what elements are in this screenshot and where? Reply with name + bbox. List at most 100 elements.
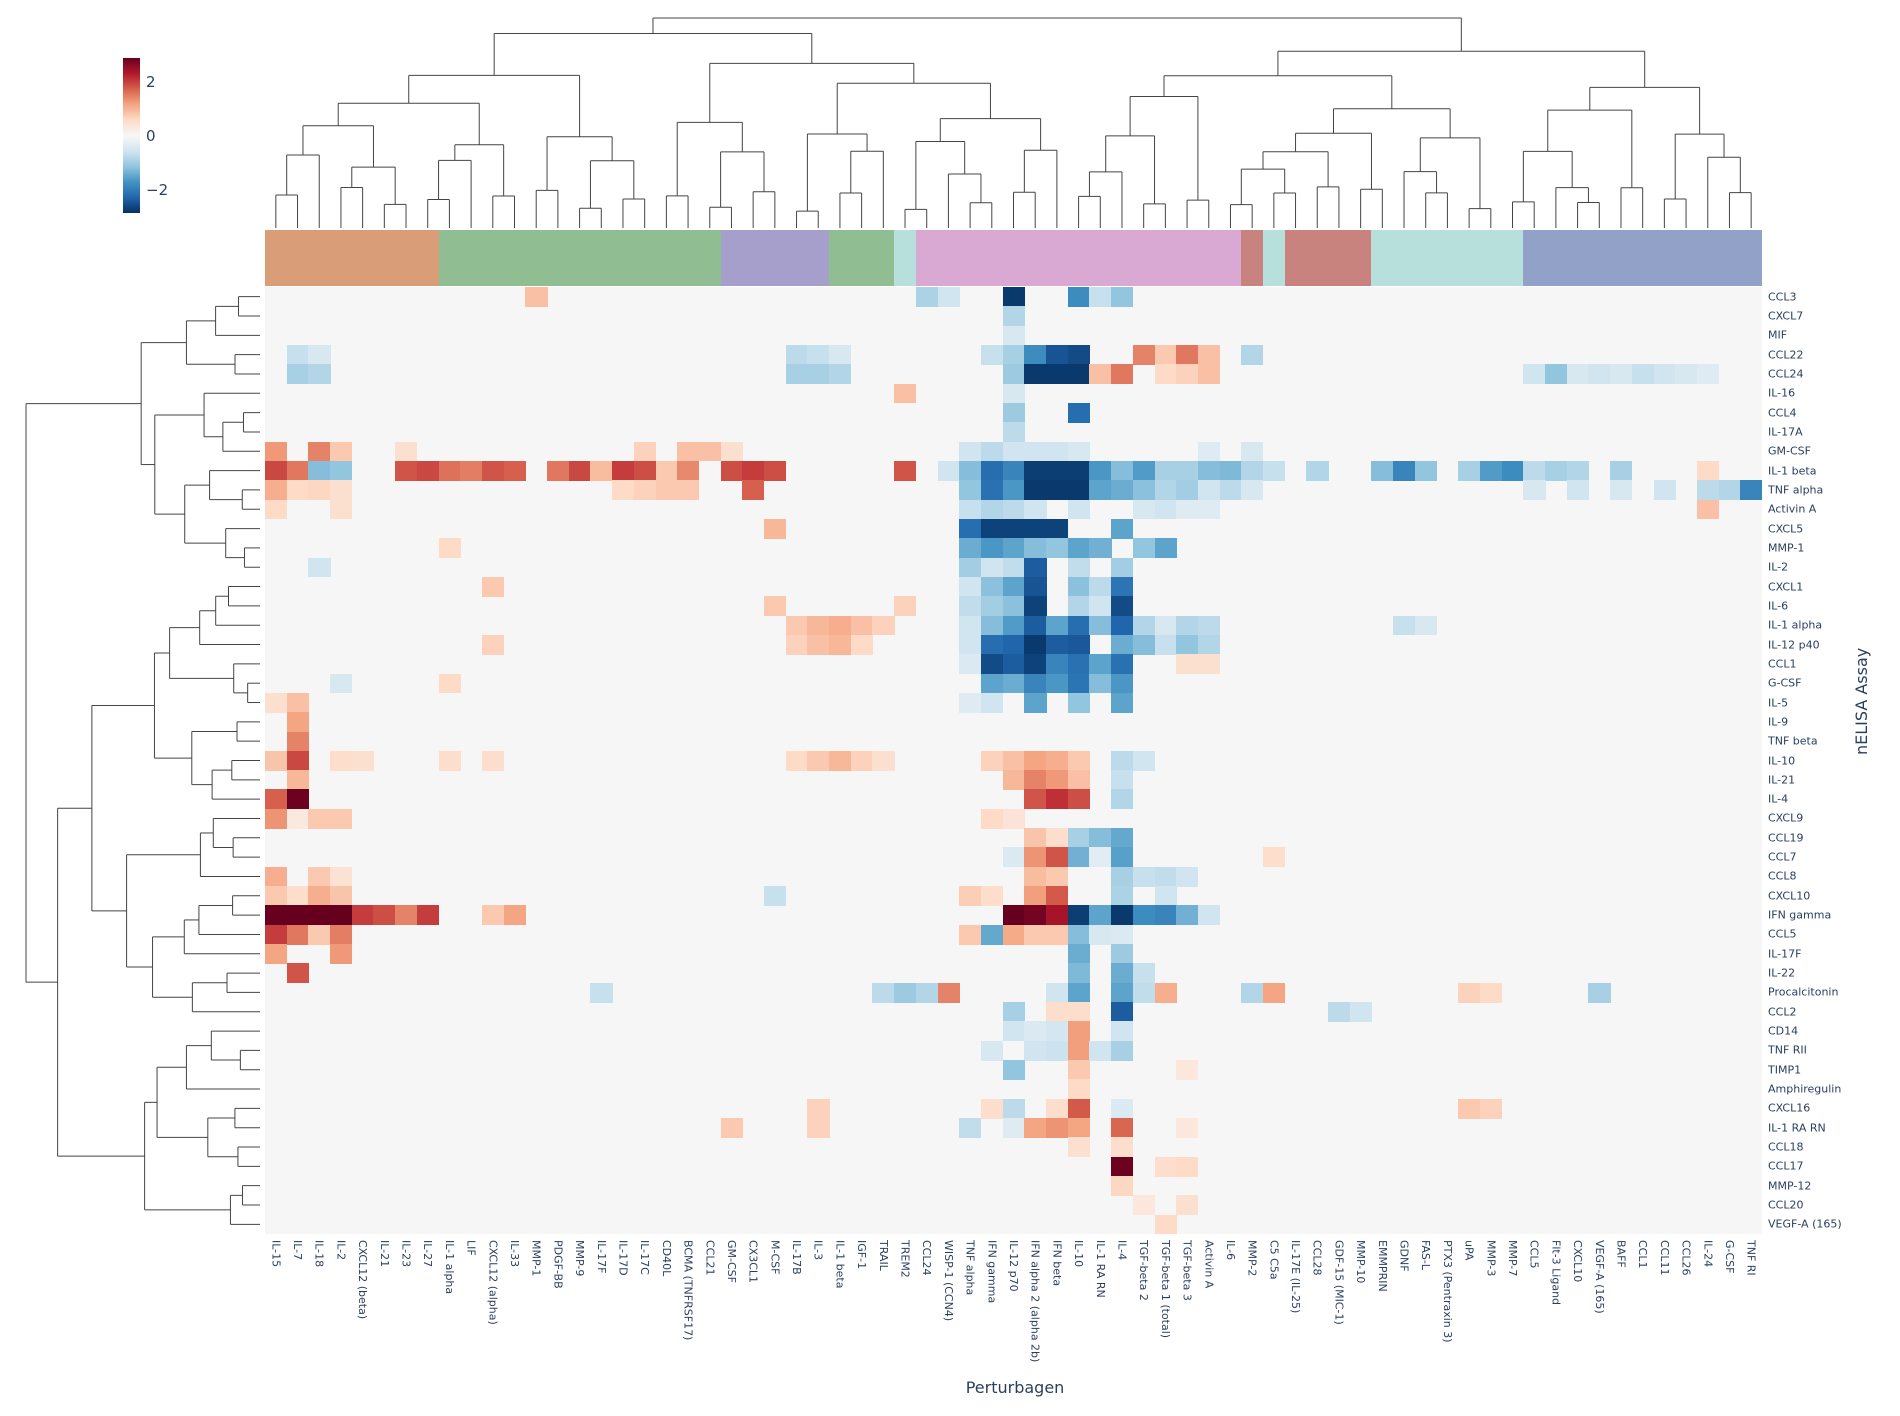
heatmap-cell[interactable] [1263,847,1286,868]
heatmap-cell[interactable] [1046,673,1069,694]
heatmap-cell[interactable] [1132,750,1155,771]
heatmap-cell[interactable] [742,460,765,481]
heatmap-cell[interactable] [1002,808,1025,829]
heatmap-cell[interactable] [1176,499,1199,520]
heatmap-cell[interactable] [1197,499,1221,520]
heatmap-cell[interactable] [286,344,309,365]
heatmap-cell[interactable] [1024,866,1047,887]
heatmap-cell[interactable] [1067,963,1090,984]
heatmap-cell[interactable] [980,673,1004,694]
heatmap-cell[interactable] [1024,518,1047,539]
heatmap-cell[interactable] [1067,344,1090,365]
heatmap-cell[interactable] [1024,770,1047,790]
heatmap-cell[interactable] [416,905,440,926]
heatmap-cell[interactable] [1306,460,1329,481]
heatmap-cell[interactable] [1046,905,1069,926]
heatmap-cell[interactable] [1479,460,1503,481]
heatmap-cell[interactable] [1067,692,1090,713]
heatmap-cell[interactable] [308,460,331,481]
heatmap-cell[interactable] [1197,654,1221,675]
heatmap-cell[interactable] [330,808,353,829]
heatmap-cell[interactable] [1002,1002,1025,1022]
heatmap-cell[interactable] [959,538,982,559]
heatmap-cell[interactable] [1024,886,1047,906]
heatmap-cell[interactable] [1111,654,1134,675]
heatmap-cell[interactable] [286,770,309,790]
heatmap-cell[interactable] [959,480,982,501]
heatmap-cell[interactable] [1024,480,1047,501]
heatmap-cell[interactable] [980,518,1004,539]
heatmap-cell[interactable] [1154,1156,1177,1177]
heatmap-cell[interactable] [1089,905,1112,926]
heatmap-cell[interactable] [894,982,917,1003]
heatmap-cell[interactable] [286,731,309,752]
heatmap-cell[interactable] [1067,634,1090,655]
heatmap-cell[interactable] [1610,364,1633,385]
heatmap-cell[interactable] [1197,615,1221,636]
heatmap-cell[interactable] [1111,963,1134,984]
heatmap-cell[interactable] [1393,460,1416,481]
heatmap-cell[interactable] [1111,1176,1134,1196]
heatmap-cell[interactable] [1067,499,1090,520]
heatmap-cell[interactable] [1154,499,1177,520]
heatmap-cell[interactable] [1111,944,1134,964]
heatmap-cell[interactable] [1414,460,1438,481]
heatmap-cell[interactable] [850,615,873,636]
heatmap-cell[interactable] [525,287,548,307]
heatmap-cell[interactable] [286,460,309,481]
heatmap-cell[interactable] [1111,1156,1134,1177]
heatmap-cell[interactable] [980,808,1004,829]
heatmap-cell[interactable] [1566,364,1589,385]
heatmap-cell[interactable] [1176,344,1199,365]
heatmap-cell[interactable] [1132,634,1155,655]
heatmap-cell[interactable] [1349,1002,1372,1022]
heatmap-cell[interactable] [1111,886,1134,906]
heatmap-cell[interactable] [1067,287,1090,307]
heatmap-cell[interactable] [1154,982,1177,1003]
heatmap-cell[interactable] [286,750,309,771]
heatmap-cell[interactable] [1154,886,1177,906]
heatmap-cell[interactable] [1067,1060,1090,1080]
heatmap-cell[interactable] [1002,654,1025,675]
heatmap-cell[interactable] [1046,1118,1069,1138]
heatmap-cell[interactable] [785,750,808,771]
heatmap-cell[interactable] [286,789,309,810]
heatmap-cell[interactable] [1154,866,1177,887]
heatmap-cell[interactable] [872,982,895,1003]
heatmap-cell[interactable] [1046,828,1069,848]
heatmap-cell[interactable] [1002,518,1025,539]
heatmap-cell[interactable] [1002,364,1025,385]
heatmap-cell[interactable] [1132,499,1155,520]
heatmap-cell[interactable] [373,905,396,926]
heatmap-cell[interactable] [1154,1214,1177,1235]
heatmap-cell[interactable] [1002,383,1025,404]
heatmap-cell[interactable] [1067,847,1090,868]
heatmap-cell[interactable] [1566,460,1589,481]
heatmap-cell[interactable] [807,634,830,655]
heatmap-cell[interactable] [1219,480,1242,501]
heatmap-cell[interactable] [1111,557,1134,578]
heatmap-cell[interactable] [764,886,787,906]
heatmap-cell[interactable] [1067,480,1090,501]
heatmap-cell[interactable] [265,750,288,771]
heatmap-cell[interactable] [1067,1079,1090,1100]
heatmap-cell[interactable] [1154,344,1177,365]
heatmap-cell[interactable] [959,518,982,539]
heatmap-cell[interactable] [1002,1098,1025,1119]
heatmap-cell[interactable] [698,441,722,462]
heatmap-cell[interactable] [265,886,288,906]
heatmap-cell[interactable] [330,905,353,926]
heatmap-cell[interactable] [1154,460,1177,481]
heatmap-cell[interactable] [1371,460,1394,481]
heatmap-cell[interactable] [829,634,852,655]
heatmap-cell[interactable] [1696,480,1720,501]
heatmap-cell[interactable] [1002,287,1025,307]
heatmap-cell[interactable] [807,750,830,771]
heatmap-cell[interactable] [590,460,613,481]
heatmap-cell[interactable] [438,673,461,694]
heatmap-cell[interactable] [1046,924,1069,945]
heatmap-cell[interactable] [785,615,808,636]
heatmap-cell[interactable] [1089,828,1112,848]
heatmap-cell[interactable] [1067,924,1090,945]
heatmap-cell[interactable] [286,364,309,385]
